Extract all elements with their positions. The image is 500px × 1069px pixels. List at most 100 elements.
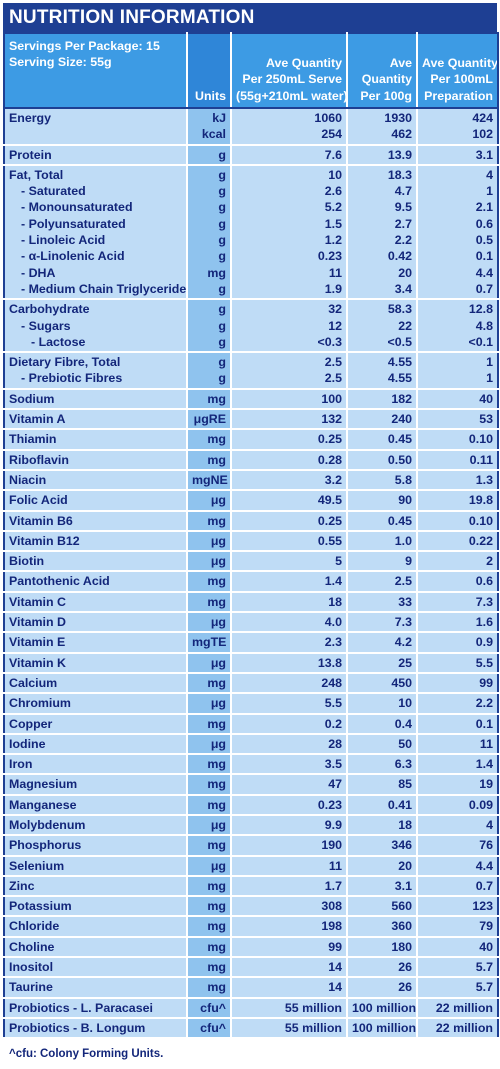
unit-cell: μgRE bbox=[186, 409, 231, 431]
table-row: Iron mg 3.5 6.3 1.4 bbox=[4, 754, 498, 776]
nutrient-name: Pantothenic Acid bbox=[4, 571, 187, 593]
per-serve-value: 14 bbox=[230, 977, 347, 999]
table-row: Calcium mg 248 450 99 bbox=[4, 672, 498, 695]
unit-cell: mg bbox=[186, 429, 231, 451]
nutrient-name: Inositol bbox=[4, 957, 187, 979]
per-100ml-value: 19 bbox=[416, 774, 498, 796]
table-row: Inositol mg 14 26 5.7 bbox=[4, 957, 498, 979]
unit-cell: μg bbox=[186, 693, 231, 715]
table-row: Fat, Total - Saturated - Monounsaturated - … bbox=[4, 164, 498, 301]
per-100g-value: 6.3 bbox=[346, 754, 417, 776]
per-100ml-value: 22 million bbox=[416, 1017, 498, 1040]
serving-info: Servings Per Package: 15 Serving Size: 5… bbox=[4, 33, 187, 107]
per-100g-value: 50 bbox=[346, 733, 417, 756]
unit-cell: mg bbox=[186, 977, 231, 999]
unit-cell: μg bbox=[186, 814, 231, 837]
per-100g-value: 2.5 bbox=[346, 571, 417, 593]
per-100ml-value: 0.10 bbox=[416, 429, 498, 451]
per-serve-value: 0.2 bbox=[230, 713, 347, 735]
unit-cell: mg bbox=[186, 571, 231, 593]
nutrient-name: Probiotics - L. Paracasei bbox=[4, 997, 187, 1019]
per-100g-value: 13.9 bbox=[346, 144, 417, 166]
nutrient-name: Phosphorus bbox=[4, 835, 187, 857]
unit-cell: kJ kcal bbox=[186, 109, 231, 146]
table-row: Manganese mg 0.23 0.41 0.09 bbox=[4, 794, 498, 816]
per-100ml-value: 0.10 bbox=[416, 510, 498, 532]
per-serve-value: 198 bbox=[230, 916, 347, 938]
unit-cell: μg bbox=[186, 530, 231, 553]
per-100ml-value: 5.7 bbox=[416, 977, 498, 999]
per-100ml-value: 79 bbox=[416, 916, 498, 938]
nutrition-panel: NUTRITION INFORMATION Servings Per Packa… bbox=[3, 3, 499, 1060]
unit-cell: mg bbox=[186, 774, 231, 796]
per-100ml-value: 1.4 bbox=[416, 754, 498, 776]
per-100ml-value: 0.11 bbox=[416, 449, 498, 471]
unit-cell: mg bbox=[186, 896, 231, 918]
table-row: Carbohydrate - Sugars - Lactose g g g 32 12 <0.3… bbox=[4, 299, 498, 354]
per-serve-value: 49.5 bbox=[230, 490, 347, 512]
per-100g-value: 26 bbox=[346, 957, 417, 979]
nutrient-name: Dietary Fibre, Total - Prebiotic Fibres bbox=[4, 352, 187, 390]
per-100ml-value: 7.3 bbox=[416, 591, 498, 614]
nutrient-name: Sodium bbox=[4, 388, 187, 411]
unit-cell: cfu^ bbox=[186, 997, 231, 1019]
nutrient-name: Carbohydrate - Sugars - Lactose bbox=[4, 299, 187, 354]
per-100g-value: 33 bbox=[346, 591, 417, 614]
nutrient-name: Protein bbox=[4, 144, 187, 166]
table-row: Iodine μg 28 50 11 bbox=[4, 733, 498, 756]
unit-cell: g g g g g g mg g bbox=[186, 164, 231, 301]
nutrient-name: Manganese bbox=[4, 794, 187, 816]
table-row: Magnesium mg 47 85 19 bbox=[4, 774, 498, 796]
per-100ml-value: 99 bbox=[416, 672, 498, 695]
per-100ml-value: 76 bbox=[416, 835, 498, 857]
table-row: Choline mg 99 180 40 bbox=[4, 936, 498, 959]
per-100ml-value: 424 102 bbox=[416, 109, 498, 146]
nutrient-name: Thiamin bbox=[4, 429, 187, 451]
panel-title: NUTRITION INFORMATION bbox=[3, 3, 497, 32]
per-100ml-value: 0.09 bbox=[416, 794, 498, 816]
per-100g-value: 25 bbox=[346, 652, 417, 674]
per-serve-value: 47 bbox=[230, 774, 347, 796]
per-serve-value: 308 bbox=[230, 896, 347, 918]
per-100ml-value: 0.22 bbox=[416, 530, 498, 553]
table-row: Potassium mg 308 560 123 bbox=[4, 896, 498, 918]
per-100ml-value: 2.2 bbox=[416, 693, 498, 715]
per-100g-value: 0.41 bbox=[346, 794, 417, 816]
table-row: Niacin mgNE 3.2 5.8 1.3 bbox=[4, 469, 498, 492]
table-row: Protein g 7.6 13.9 3.1 bbox=[4, 144, 498, 166]
table-row: Zinc mg 1.7 3.1 0.7 bbox=[4, 875, 498, 898]
per-100g-value: 0.45 bbox=[346, 429, 417, 451]
per-100ml-value: 1.3 bbox=[416, 469, 498, 492]
nutrient-name: Magnesium bbox=[4, 774, 187, 796]
per-serve-value: 18 bbox=[230, 591, 347, 614]
per-100ml-value: 4 bbox=[416, 814, 498, 837]
per-100g-value: 560 bbox=[346, 896, 417, 918]
per-100ml-value: 0.6 bbox=[416, 571, 498, 593]
table-header: Servings Per Package: 15 Serving Size: 5… bbox=[4, 33, 498, 107]
unit-cell: mg bbox=[186, 672, 231, 695]
table-row: Probiotics - L. Paracasei cfu^ 55 million 1… bbox=[4, 997, 498, 1019]
per-100g-value: 346 bbox=[346, 835, 417, 857]
unit-cell: mg bbox=[186, 591, 231, 614]
table-row: Probiotics - B. Longum cfu^ 55 million 100 … bbox=[4, 1017, 498, 1040]
nutrient-name: Probiotics - B. Longum bbox=[4, 1017, 187, 1040]
per-100ml-value: 53 bbox=[416, 409, 498, 431]
nutrient-name: Chromium bbox=[4, 693, 187, 715]
per-serve-value: 3.2 bbox=[230, 469, 347, 492]
nutrient-name: Potassium bbox=[4, 896, 187, 918]
table-row: Selenium μg 11 20 4.4 bbox=[4, 855, 498, 877]
unit-cell: mg bbox=[186, 794, 231, 816]
unit-cell: mg bbox=[186, 713, 231, 735]
per-100ml-value: 11 bbox=[416, 733, 498, 756]
per-100ml-value: 5.7 bbox=[416, 957, 498, 979]
per-serve-value: 2.3 bbox=[230, 632, 347, 654]
per-serve-value: 10 2.6 5.2 1.5 1.2 0.23 11 1.9 bbox=[230, 164, 347, 301]
unit-cell: mg bbox=[186, 449, 231, 471]
per-100g-value: 9 bbox=[346, 551, 417, 573]
per-100ml-value: 5.5 bbox=[416, 652, 498, 674]
